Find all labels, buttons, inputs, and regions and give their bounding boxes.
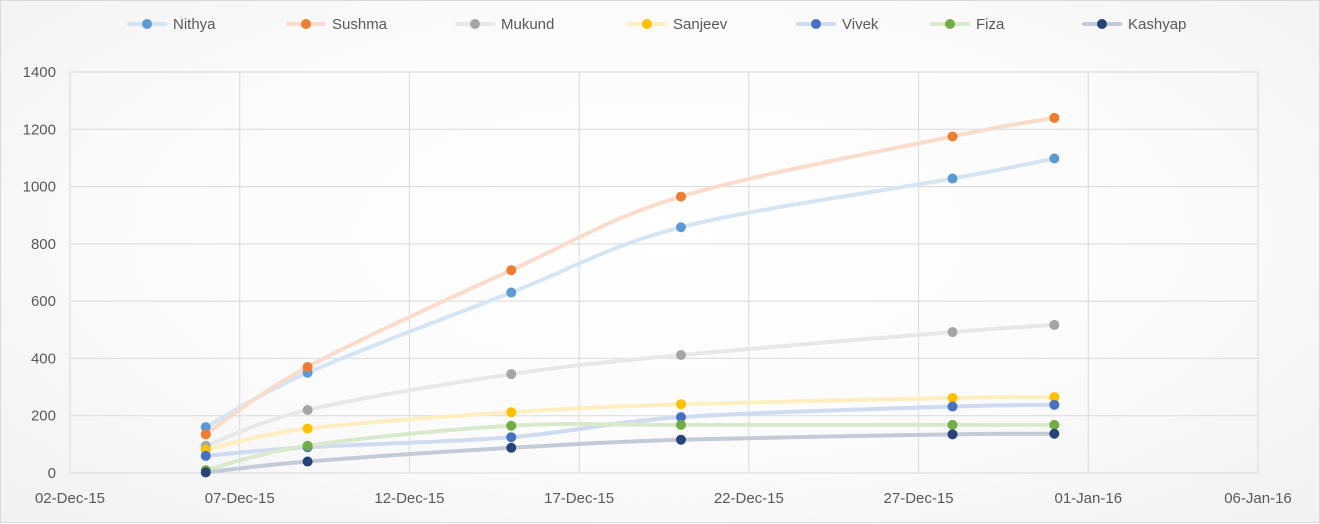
y-tick-label: 800 bbox=[31, 236, 56, 253]
legend-item-sanjeev: Sanjeev bbox=[627, 16, 728, 33]
data-point-vivek bbox=[947, 401, 958, 412]
data-point-mukund bbox=[1049, 319, 1060, 330]
data-point-nithya bbox=[675, 222, 686, 233]
data-point-sanjeev bbox=[506, 407, 517, 418]
x-tick-label: 02-Dec-15 bbox=[35, 490, 105, 507]
data-point-sanjeev bbox=[947, 392, 958, 403]
legend: Nithya Sushma Mukund Sanjeev Vivek Fiza Kashya… bbox=[127, 16, 1186, 33]
data-point-vivek bbox=[506, 432, 517, 443]
x-tick-label: 01-Jan-16 bbox=[1055, 490, 1123, 507]
data-point-kashyap bbox=[506, 442, 517, 453]
data-point-nithya bbox=[506, 287, 517, 298]
data-point-kashyap bbox=[302, 456, 313, 467]
data-point-kashyap bbox=[675, 434, 686, 445]
data-point-sushma bbox=[302, 362, 313, 373]
legend-label: Nithya bbox=[173, 16, 216, 33]
data-point-fiza bbox=[1049, 419, 1060, 430]
legend-item-fiza: Fiza bbox=[930, 16, 1005, 33]
x-tick-label: 17-Dec-15 bbox=[544, 490, 614, 507]
series-line-vivek bbox=[203, 402, 1057, 458]
data-point-nithya bbox=[200, 422, 211, 433]
series-line-sushma bbox=[203, 115, 1057, 437]
data-point-kashyap bbox=[200, 467, 211, 478]
x-tick-label: 07-Dec-15 bbox=[205, 490, 275, 507]
data-point-sushma bbox=[1049, 112, 1060, 123]
x-tick-label: 27-Dec-15 bbox=[884, 490, 954, 507]
legend-label: Sanjeev bbox=[673, 16, 728, 33]
data-point-vivek bbox=[1049, 399, 1060, 410]
legend-marker-swatch bbox=[1097, 19, 1107, 29]
x-tick-label: 06-Jan-16 bbox=[1224, 490, 1292, 507]
y-tick-label: 0 bbox=[48, 465, 56, 482]
y-tick-label: 600 bbox=[31, 293, 56, 310]
data-point-mukund bbox=[947, 327, 958, 338]
legend-marker-swatch bbox=[470, 19, 480, 29]
data-point-kashyap bbox=[947, 429, 958, 440]
series-markers bbox=[200, 112, 1060, 478]
data-point-sanjeev bbox=[675, 399, 686, 410]
y-tick-label: 200 bbox=[31, 408, 56, 425]
series-line-nithya bbox=[203, 156, 1057, 430]
y-tick-label: 400 bbox=[31, 350, 56, 367]
legend-item-vivek: Vivek bbox=[796, 16, 879, 33]
legend-label: Fiza bbox=[976, 16, 1005, 33]
legend-marker-swatch bbox=[945, 19, 955, 29]
legend-label: Kashyap bbox=[1128, 16, 1186, 33]
data-point-sushma bbox=[200, 429, 211, 440]
x-axis-tick-labels: 02-Dec-15 07-Dec-15 12-Dec-15 17-Dec-15 22-D… bbox=[35, 490, 1292, 507]
y-axis-tick-labels: 0 200 400 600 800 1000 1200 1400 bbox=[23, 64, 56, 482]
data-point-mukund bbox=[675, 349, 686, 360]
legend-marker-swatch bbox=[642, 19, 652, 29]
y-tick-label: 1400 bbox=[23, 64, 56, 81]
legend-item-mukund: Mukund bbox=[455, 16, 554, 33]
data-point-nithya bbox=[947, 173, 958, 184]
data-point-nithya bbox=[1049, 153, 1060, 164]
series-line-kashyap bbox=[203, 431, 1057, 475]
legend-item-kashyap: Kashyap bbox=[1082, 16, 1186, 33]
data-point-mukund bbox=[302, 404, 313, 415]
data-point-sushma bbox=[675, 191, 686, 202]
legend-item-sushma: Sushma bbox=[286, 16, 388, 33]
data-point-sushma bbox=[506, 265, 517, 276]
legend-label: Vivek bbox=[842, 16, 879, 33]
data-point-vivek bbox=[675, 412, 686, 423]
data-point-vivek bbox=[200, 450, 211, 461]
data-point-sushma bbox=[947, 131, 958, 142]
legend-item-nithya: Nithya bbox=[127, 16, 216, 33]
data-point-fiza bbox=[506, 420, 517, 431]
data-point-fiza bbox=[302, 440, 313, 451]
y-tick-label: 1200 bbox=[23, 121, 56, 138]
data-point-fiza bbox=[947, 419, 958, 430]
gridlines bbox=[69, 71, 1259, 474]
data-point-sanjeev bbox=[302, 423, 313, 434]
legend-marker-swatch bbox=[142, 19, 152, 29]
legend-marker-swatch bbox=[301, 19, 311, 29]
series-lines bbox=[203, 115, 1057, 475]
data-point-sanjeev bbox=[1049, 392, 1060, 403]
x-tick-label: 12-Dec-15 bbox=[374, 490, 444, 507]
data-point-fiza bbox=[675, 419, 686, 430]
x-tick-label: 22-Dec-15 bbox=[714, 490, 784, 507]
data-point-kashyap bbox=[1049, 428, 1060, 439]
data-point-mukund bbox=[506, 369, 517, 380]
y-tick-label: 1000 bbox=[23, 179, 56, 196]
legend-label: Sushma bbox=[332, 16, 388, 33]
legend-marker-swatch bbox=[811, 19, 821, 29]
legend-label: Mukund bbox=[501, 16, 554, 33]
